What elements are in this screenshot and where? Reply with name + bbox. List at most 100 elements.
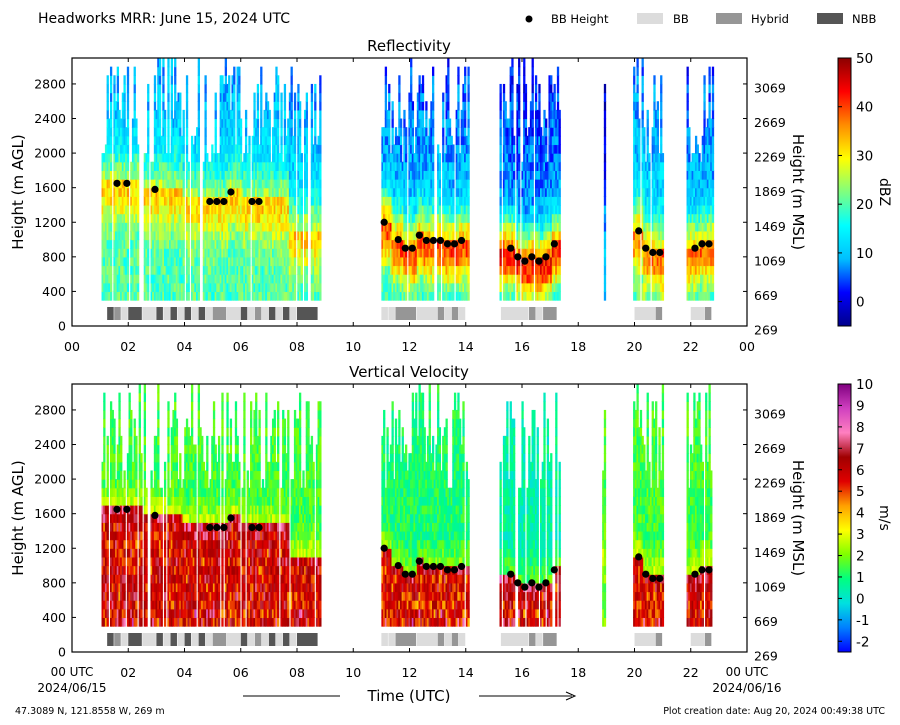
heatmap-cell xyxy=(266,265,270,275)
heatmap-cell xyxy=(214,187,217,197)
heatmap-cell xyxy=(465,265,469,275)
heatmap-cell xyxy=(513,248,516,258)
heatmap-cell xyxy=(534,135,538,146)
heatmap-cell xyxy=(224,170,228,180)
heatmap-cell xyxy=(196,230,199,241)
heatmap-cell xyxy=(694,153,698,163)
heatmap-cell xyxy=(550,282,553,293)
heatmap-cell xyxy=(280,101,283,111)
heatmap-cell xyxy=(513,213,516,223)
heatmap-cell xyxy=(410,204,413,215)
heatmap-cell xyxy=(396,196,399,206)
heatmap-cell xyxy=(153,127,157,137)
heatmap-cell xyxy=(518,291,521,301)
heatmap-cell xyxy=(219,256,222,267)
heatmap-cell xyxy=(694,187,698,197)
heatmap-cell xyxy=(271,265,275,275)
heatmap-cell xyxy=(408,204,411,215)
heatmap-cell xyxy=(634,109,638,120)
heatmap-cell xyxy=(153,170,157,180)
heatmap-cell xyxy=(145,204,148,215)
heatmap-cell xyxy=(641,161,644,171)
heatmap-cell xyxy=(523,135,526,146)
heatmap-cell xyxy=(540,179,543,189)
heatmap-cell xyxy=(175,248,179,258)
heatmap-cell xyxy=(648,179,651,189)
heatmap-cell xyxy=(174,170,177,180)
heatmap-cell xyxy=(689,196,693,206)
heatmap-cell xyxy=(648,282,651,293)
heatmap-cell xyxy=(634,213,638,223)
heatmap-cell xyxy=(394,144,398,154)
heatmap-cell xyxy=(538,204,541,215)
heatmap-cell xyxy=(175,179,179,189)
heatmap-cell xyxy=(388,109,391,120)
heatmap-cell xyxy=(696,256,699,267)
heatmap-cell xyxy=(408,222,411,232)
heatmap-cell xyxy=(445,118,448,128)
heatmap-cell xyxy=(255,282,258,293)
heatmap-cell xyxy=(126,274,130,284)
heatmap-cell xyxy=(531,109,534,120)
heatmap-cell xyxy=(393,213,396,223)
heatmap-cell xyxy=(550,170,553,180)
heatmap-cell xyxy=(524,92,528,102)
heatmap-cell xyxy=(163,118,167,128)
heatmap-cell xyxy=(158,170,162,180)
heatmap-cell xyxy=(455,109,458,120)
heatmap-cell xyxy=(158,222,162,232)
heatmap-cell xyxy=(251,265,255,275)
heatmap-cell xyxy=(708,204,711,215)
heatmap-cell xyxy=(391,144,394,154)
heatmap-cell xyxy=(708,230,711,241)
heatmap-cell xyxy=(450,179,453,189)
heatmap-cell xyxy=(135,179,138,189)
heatmap-cell xyxy=(234,274,238,284)
heatmap-cell xyxy=(393,230,396,241)
heatmap-cell xyxy=(212,170,216,180)
heatmap-cell xyxy=(553,170,556,180)
heatmap-cell xyxy=(158,274,162,284)
heatmap-cell xyxy=(638,239,641,249)
heatmap-cell xyxy=(162,75,165,85)
heatmap-cell xyxy=(204,248,207,258)
heatmap-cell xyxy=(558,239,561,249)
heatmap-cell xyxy=(688,196,691,206)
heatmap-cell xyxy=(236,118,239,128)
heatmap-cell xyxy=(288,256,292,267)
heatmap-cell xyxy=(708,75,711,85)
heatmap-cell xyxy=(108,161,111,171)
heatmap-cell xyxy=(236,248,239,258)
heatmap-cell xyxy=(651,222,654,232)
heatmap-cell xyxy=(403,265,406,275)
heatmap-cell xyxy=(448,248,452,258)
heatmap-cell xyxy=(268,153,271,163)
heatmap-cell xyxy=(283,265,287,275)
heatmap-cell xyxy=(548,92,551,102)
heatmap-cell xyxy=(447,274,450,284)
heatmap-cell xyxy=(174,274,177,284)
heatmap-cell xyxy=(499,144,502,154)
heatmap-cell xyxy=(319,170,322,180)
heatmap-cell xyxy=(399,196,403,206)
heatmap-cell xyxy=(253,170,256,180)
heatmap-cell xyxy=(125,282,128,293)
heatmap-cell xyxy=(256,144,260,154)
heatmap-cell xyxy=(518,204,521,215)
heatmap-cell xyxy=(226,101,229,111)
heatmap-cell xyxy=(656,282,660,293)
heatmap-cell xyxy=(101,291,104,301)
heatmap-cell xyxy=(541,144,544,154)
heatmap-cell xyxy=(194,204,197,215)
heatmap-cell xyxy=(170,213,174,223)
heatmap-cell xyxy=(162,282,165,293)
heatmap-cell xyxy=(116,282,120,293)
heatmap-cell xyxy=(194,282,197,293)
heatmap-cell xyxy=(192,144,195,154)
heatmap-cell xyxy=(212,274,216,284)
heatmap-cell xyxy=(700,196,703,206)
heatmap-cell xyxy=(410,66,413,76)
heatmap-cell xyxy=(413,170,416,180)
heatmap-cell xyxy=(425,274,428,284)
heatmap-cell xyxy=(644,161,648,171)
